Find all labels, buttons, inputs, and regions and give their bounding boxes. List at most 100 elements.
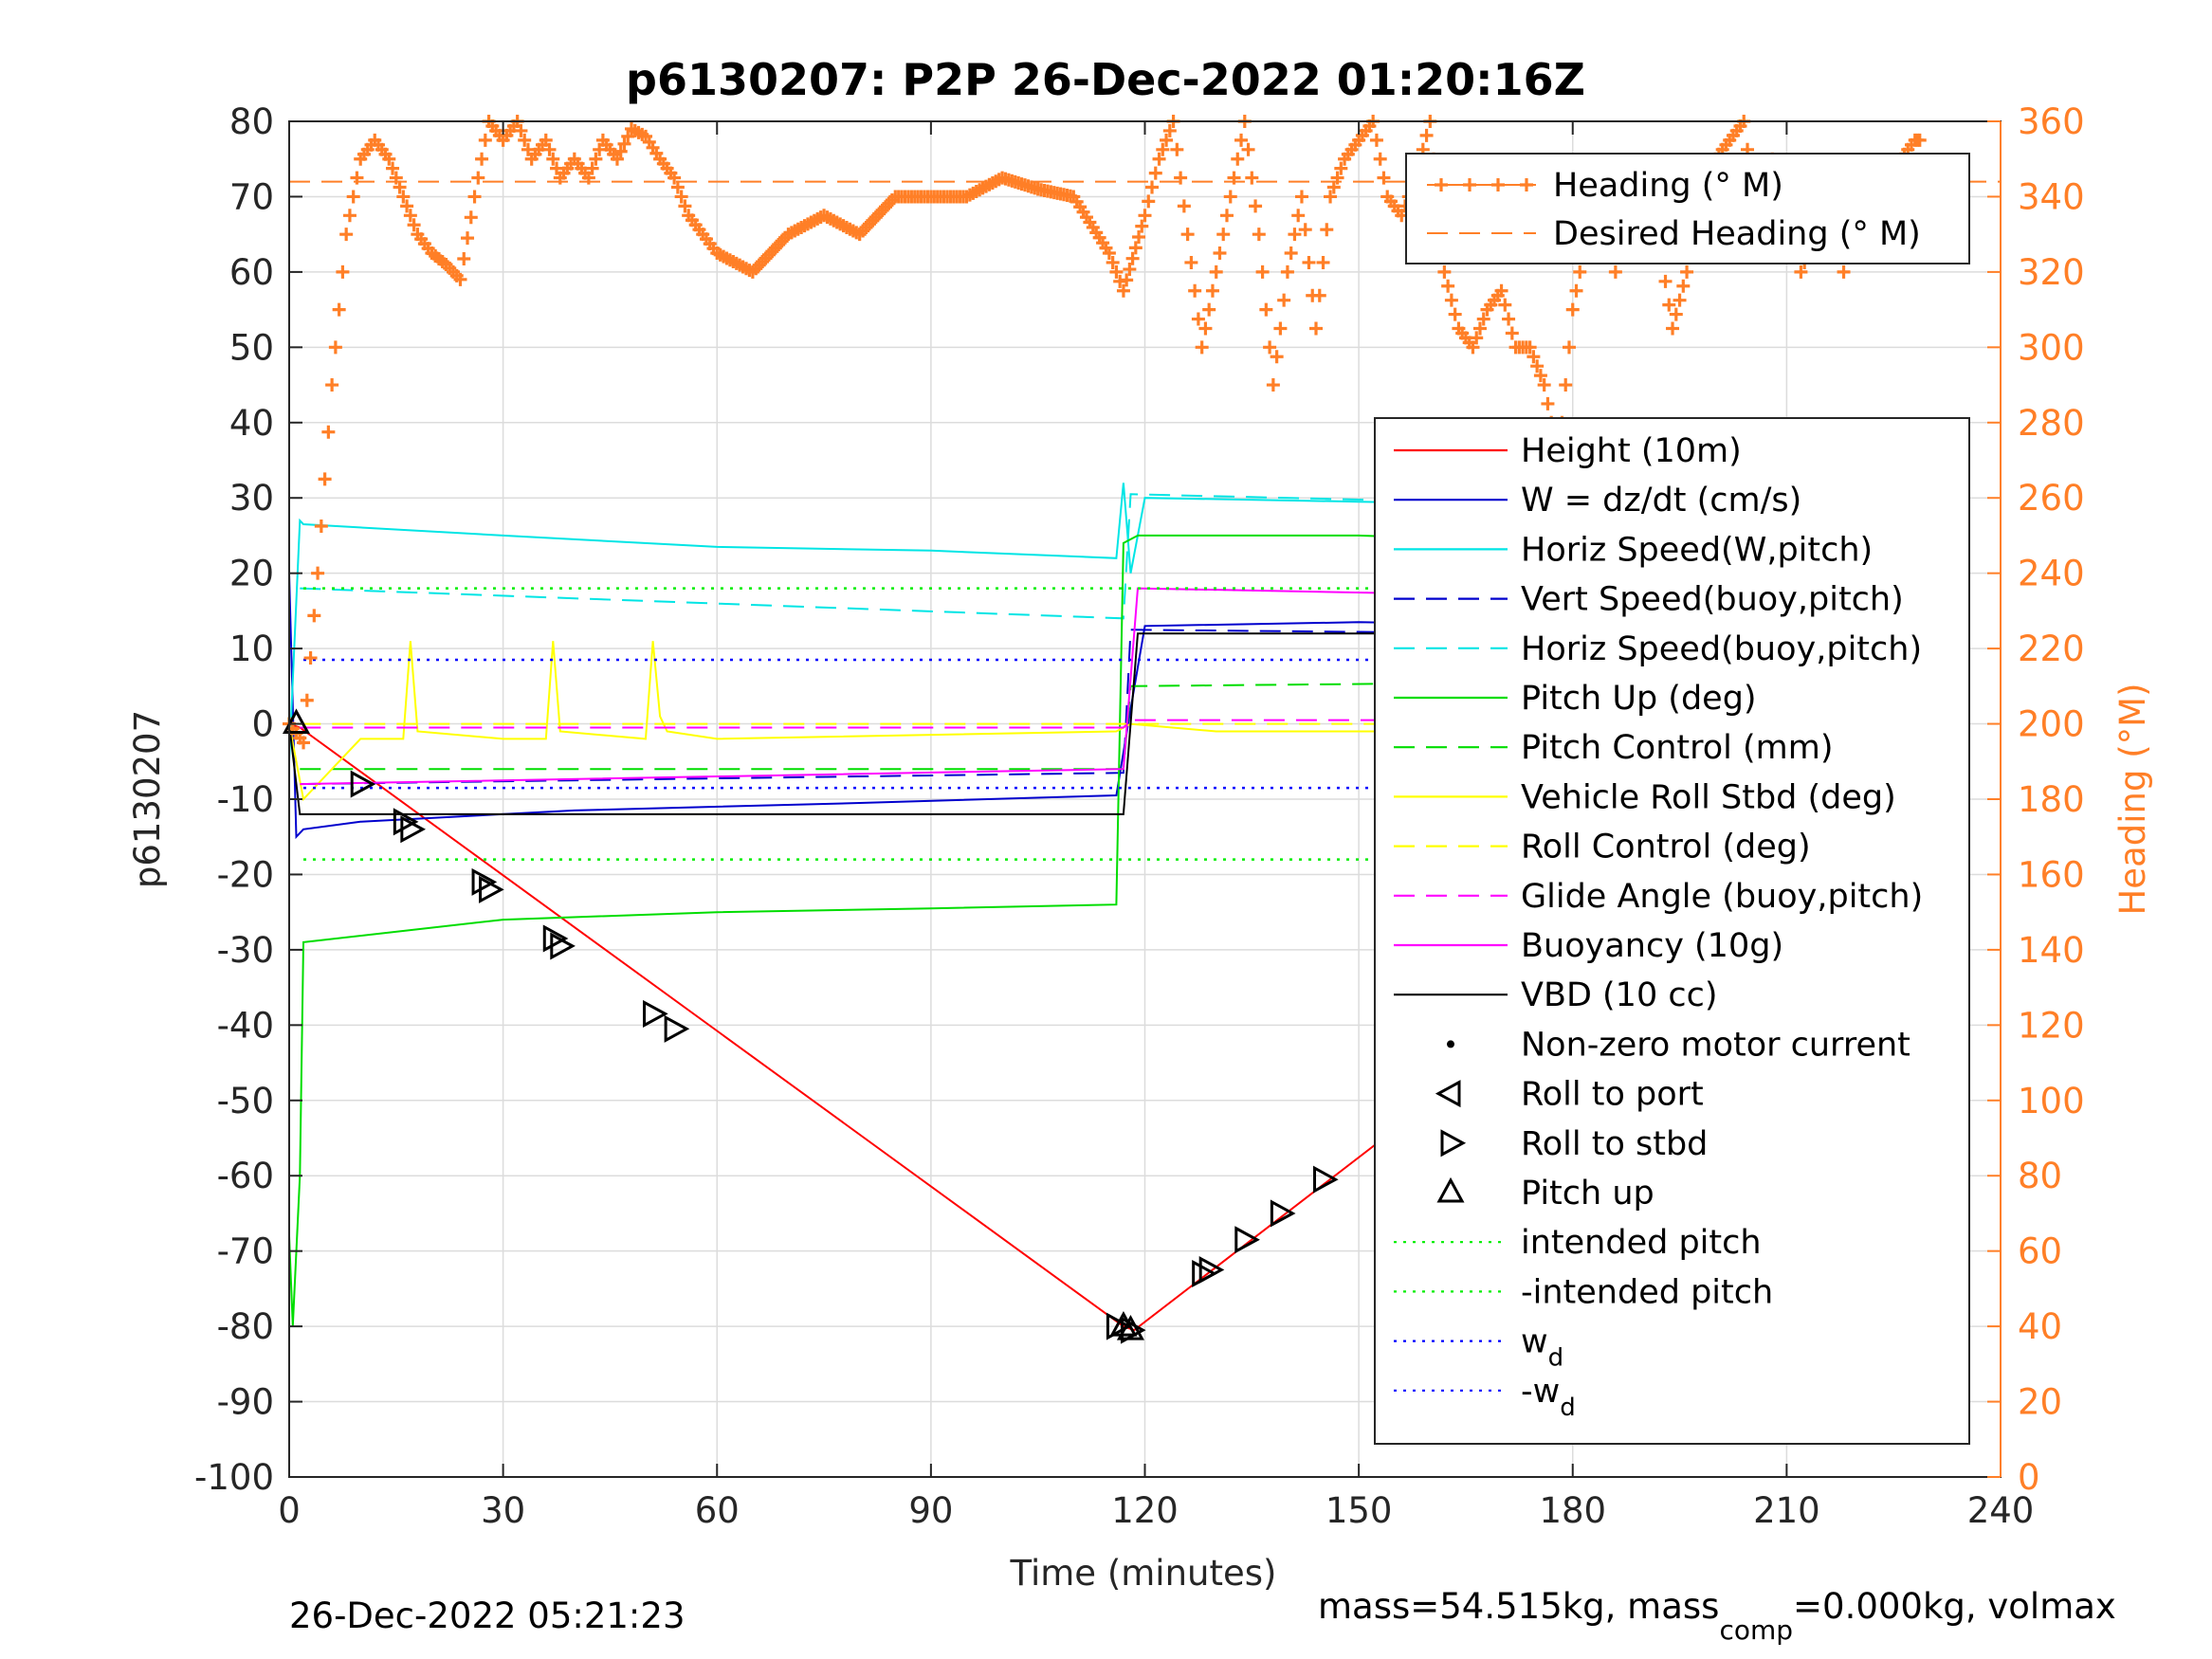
heading-point xyxy=(393,180,407,194)
x-tick-label: 30 xyxy=(481,1490,525,1531)
heading-point xyxy=(1209,264,1223,279)
heading-point xyxy=(581,171,595,185)
heading-point xyxy=(546,152,560,166)
heading-point xyxy=(613,144,628,158)
legend-label: Horiz Speed(buoy,pitch) xyxy=(1521,630,1922,668)
heading-point xyxy=(1437,264,1452,279)
y2-tick-label: 0 xyxy=(2018,1457,2040,1498)
legend-heading-label: Desired Heading (° M) xyxy=(1553,215,1921,253)
legend-heading: Heading (° M) Desired Heading (° M) xyxy=(1405,153,1970,264)
footer-mass: mass=54.515kg, masscomp=0.000kg, volmax xyxy=(1318,1586,2116,1646)
legend-label: Pitch up xyxy=(1521,1175,1654,1212)
heading-point xyxy=(461,231,475,246)
legend-main: Height (10m) W = dz/dt (cm/s) Horiz Speed(… xyxy=(1374,417,1970,1445)
heading-point xyxy=(1102,246,1116,261)
y-tick-label: -80 xyxy=(217,1306,274,1347)
heading-point xyxy=(1369,133,1383,147)
heading-point xyxy=(1270,350,1284,364)
heading-point xyxy=(670,180,685,194)
roll-to-stbd-marker xyxy=(550,932,576,960)
heading-point xyxy=(1123,263,1137,277)
roll-to-stbd-marker xyxy=(471,867,498,896)
heading-point xyxy=(1128,241,1143,255)
heading-point xyxy=(1266,378,1280,392)
legend-heading-mark xyxy=(1463,178,1476,191)
heading-point xyxy=(1680,264,1694,279)
x-tick-label: 150 xyxy=(1325,1490,1393,1531)
heading-point xyxy=(1320,223,1334,237)
heading-point xyxy=(1120,273,1134,287)
heading-point xyxy=(1106,255,1120,269)
heading-point xyxy=(1312,288,1326,302)
series-vehicle-roll-stbd-deg xyxy=(288,641,1923,802)
y-tick-label: -100 xyxy=(194,1457,274,1498)
heading-point xyxy=(1156,142,1170,156)
y-tick-label: -40 xyxy=(217,1005,274,1046)
y-tick-label: 80 xyxy=(229,101,274,142)
heading-point xyxy=(1608,264,1622,279)
legend-label: Vert Speed(buoy,pitch) xyxy=(1521,581,1904,619)
heading-point xyxy=(389,171,403,185)
heading-point xyxy=(1448,307,1462,321)
heading-point xyxy=(1523,340,1537,355)
y2-tick-label: 260 xyxy=(2018,478,2085,519)
heading-point xyxy=(467,190,482,204)
heading-point xyxy=(1170,142,1184,156)
y-tick-label: 30 xyxy=(229,478,274,519)
y-tick-label: 40 xyxy=(229,403,274,444)
y2-tick-label: 60 xyxy=(2018,1231,2062,1272)
heading-point xyxy=(471,171,485,185)
heading-point xyxy=(1142,194,1156,209)
y2-tick-label: 120 xyxy=(2018,1005,2085,1046)
heading-point xyxy=(1441,279,1455,293)
roll-to-stbd-marker xyxy=(542,924,569,953)
heading-point xyxy=(1219,209,1234,223)
heading-point xyxy=(1377,171,1391,185)
axis-ticks: 0 30 60 90 120 150 180 210 24080706050403020100-… xyxy=(194,101,2085,1531)
heading-point xyxy=(1202,302,1216,317)
heading-point xyxy=(339,228,354,242)
legend-label: Roll to port xyxy=(1521,1076,1704,1114)
heading-point xyxy=(1162,123,1177,137)
y2-tick-label: 100 xyxy=(2018,1081,2085,1121)
heading-point xyxy=(311,566,325,580)
y-tick-label: 0 xyxy=(251,704,274,745)
heading-point xyxy=(589,152,603,166)
y-tick-label: -50 xyxy=(217,1081,274,1121)
heading-point xyxy=(1444,293,1458,307)
heading-point xyxy=(382,152,396,166)
heading-point xyxy=(1669,307,1683,321)
heading-point xyxy=(1152,152,1166,166)
legend-swatch xyxy=(1436,1176,1465,1203)
heading-point xyxy=(1466,340,1480,355)
heading-point xyxy=(1188,283,1202,298)
y-tick-label: -70 xyxy=(217,1231,274,1272)
heading-point xyxy=(478,133,492,147)
heading-point xyxy=(610,152,624,166)
roll-to-stbd-marker xyxy=(643,999,668,1028)
heading-point xyxy=(386,161,400,175)
legend-swatch xyxy=(1435,1080,1461,1108)
roll-to-stbd-marker xyxy=(479,875,504,903)
legend-label: intended pitch xyxy=(1521,1224,1762,1262)
legend-label: Pitch Up (deg) xyxy=(1521,680,1757,718)
heading-point xyxy=(667,171,682,185)
heading-point xyxy=(1533,369,1547,383)
y2-tick-label: 220 xyxy=(2018,629,2085,669)
pitch-up-marker xyxy=(1116,1314,1144,1340)
roll-to-stbd-marker xyxy=(350,770,376,798)
roll-to-stbd-marker xyxy=(1234,1226,1260,1254)
heading-point xyxy=(1213,246,1227,261)
heading-point xyxy=(396,190,411,204)
heading-point xyxy=(1294,190,1308,204)
legend-label: Height (10m) xyxy=(1521,432,1742,470)
roll-to-stbd-marker xyxy=(1198,1256,1225,1285)
heading-point xyxy=(621,129,635,143)
y2-tick-label: 140 xyxy=(2018,930,2085,971)
heading-point xyxy=(1198,321,1213,336)
heading-point xyxy=(674,190,688,204)
legend-label: VBD (10 cc) xyxy=(1521,976,1718,1014)
heading-point xyxy=(1537,378,1551,392)
legend-heading-label: Heading (° M) xyxy=(1553,167,1783,205)
x-tick-label: 120 xyxy=(1111,1490,1179,1531)
